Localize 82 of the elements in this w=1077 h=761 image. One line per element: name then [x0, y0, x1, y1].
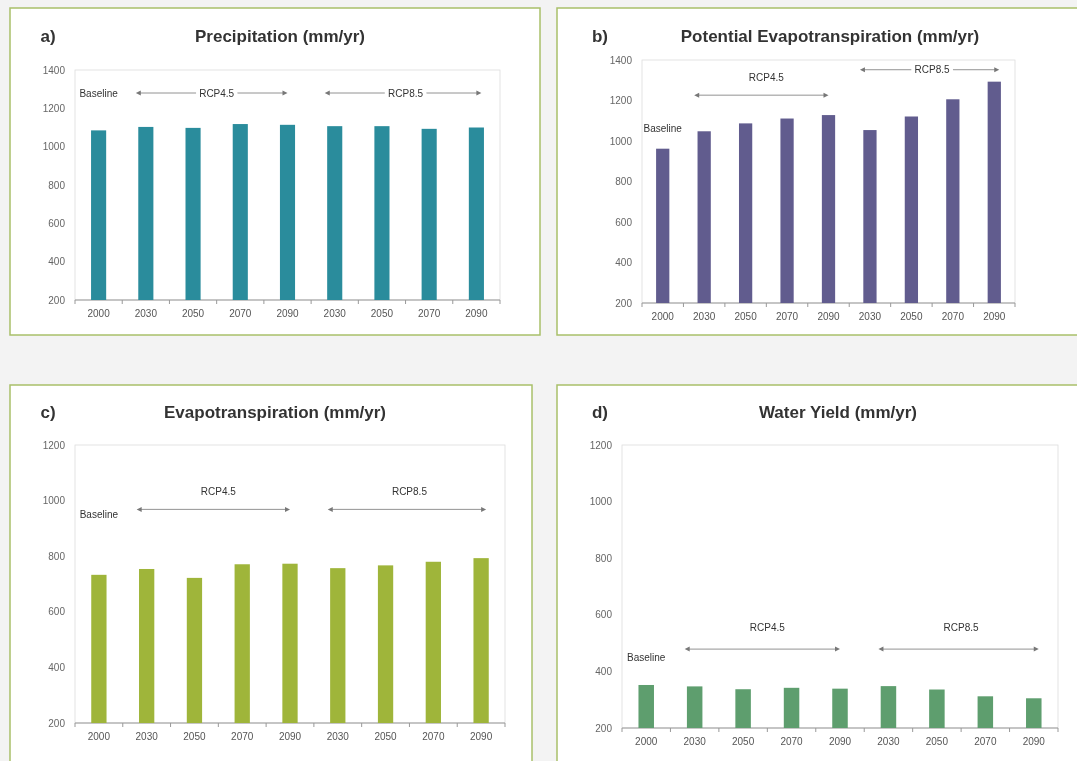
- y-tick-label: 400: [48, 256, 66, 268]
- y-tick-label: 1200: [609, 95, 633, 106]
- y-tick-label: 1400: [42, 64, 66, 76]
- x-tick-label: 2000: [87, 731, 111, 742]
- x-tick-label: 2050: [183, 731, 206, 742]
- y-tick-label: 800: [595, 552, 613, 564]
- x-tick-label: 2070: [941, 311, 965, 322]
- y-tick-label: 1000: [42, 495, 66, 507]
- x-tick-label: 2030: [858, 311, 882, 322]
- x-tick-label: 2070: [775, 311, 799, 322]
- x-tick-label: 2000: [635, 736, 658, 747]
- x-tick-label: 2070: [780, 736, 804, 747]
- y-tick-label: 800: [48, 550, 66, 562]
- x-tick-label: 2030: [134, 308, 158, 319]
- x-tick-label: 2090: [469, 731, 493, 742]
- x-tick-label: 2070: [229, 308, 252, 319]
- chart-title: Evapotranspiration (mm/yr): [164, 403, 386, 422]
- x-tick-label: 2030: [326, 731, 350, 742]
- x-tick-label: 2070: [974, 736, 997, 747]
- text: c): [40, 403, 56, 422]
- x-tick-label: 2050: [374, 731, 398, 742]
- annotation: RCP4.5: [200, 485, 237, 497]
- x-tick-label: 2000: [87, 308, 111, 319]
- y-tick-label: 1000: [609, 135, 633, 147]
- x-tick-label: 2050: [734, 311, 758, 322]
- text: b): [591, 27, 609, 46]
- y-tick-label: 1200: [42, 439, 66, 451]
- annotation: Baseline: [79, 509, 119, 520]
- annotation: Baseline: [643, 122, 683, 134]
- y-tick-label: 1200: [42, 102, 66, 114]
- x-tick-label: 2090: [276, 308, 300, 319]
- x-tick-label: 2090: [1022, 736, 1046, 747]
- x-tick-label: 2050: [925, 736, 949, 747]
- annotation: RCP8.5: [388, 87, 424, 99]
- y-tick-label: 200: [48, 717, 66, 729]
- y-tick-label: 200: [48, 294, 66, 306]
- x-tick-label: 2050: [370, 308, 394, 319]
- chart-title: Water Yield (mm/yr): [758, 403, 918, 422]
- annotation: RCP4.5: [199, 87, 235, 99]
- chart-title: Potential Evapotranspiration (mm/yr): [680, 27, 980, 46]
- annotation: RCP4.5: [749, 621, 786, 633]
- x-tick-label: 2030: [877, 736, 900, 747]
- y-tick-label: 600: [615, 216, 633, 228]
- annotation: Baseline: [627, 651, 666, 663]
- x-tick-label: 2090: [983, 311, 1006, 322]
- annotation: Baseline: [79, 87, 119, 99]
- y-tick-label: 600: [595, 609, 613, 621]
- chart-title: Precipitation (mm/yr): [194, 27, 366, 46]
- y-tick-label: 800: [48, 179, 66, 191]
- text: a): [40, 27, 56, 46]
- text: d): [591, 403, 609, 422]
- x-tick-label: 2030: [135, 731, 159, 742]
- x-tick-label: 2030: [683, 736, 707, 747]
- x-tick-label: 2000: [651, 311, 675, 322]
- y-tick-label: 400: [48, 661, 66, 673]
- x-tick-label: 2050: [181, 308, 205, 319]
- x-tick-label: 2050: [731, 736, 755, 747]
- x-tick-label: 2090: [817, 311, 841, 322]
- annotation: RCP8.5: [943, 621, 980, 633]
- y-tick-label: 400: [595, 665, 613, 677]
- x-tick-label: 2030: [693, 311, 716, 322]
- y-tick-label: 1000: [42, 141, 66, 153]
- x-tick-label: 2070: [418, 308, 441, 319]
- x-tick-label: 2090: [278, 731, 302, 742]
- x-tick-label: 2090: [465, 308, 488, 319]
- annotation: RCP4.5: [748, 71, 785, 83]
- y-tick-label: 600: [48, 606, 66, 618]
- annotation: RCP8.5: [391, 485, 428, 497]
- y-tick-label: 600: [48, 217, 66, 229]
- x-tick-label: 2070: [231, 731, 254, 742]
- x-tick-label: 2070: [422, 731, 445, 742]
- y-tick-label: 1000: [589, 496, 613, 508]
- x-tick-label: 2090: [828, 736, 852, 747]
- y-tick-label: 1400: [609, 54, 633, 66]
- y-tick-label: 1200: [589, 439, 613, 451]
- y-tick-label: 400: [615, 257, 633, 268]
- y-tick-label: 200: [615, 297, 633, 309]
- x-tick-label: 2030: [323, 308, 347, 319]
- y-tick-label: 200: [595, 722, 613, 734]
- y-tick-label: 800: [615, 176, 633, 187]
- x-tick-label: 2050: [900, 311, 923, 322]
- annotation: RCP8.5: [914, 64, 951, 76]
